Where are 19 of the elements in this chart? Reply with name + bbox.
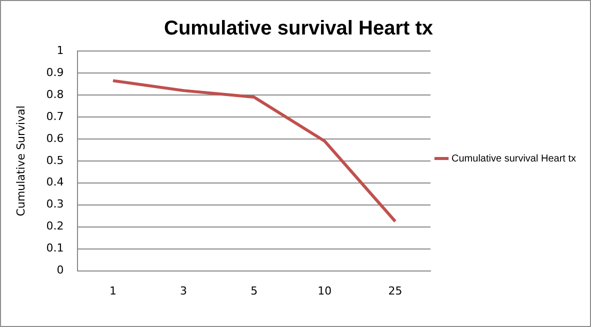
y-tick-label: 0.7 — [46, 110, 64, 123]
x-tick-label: 10 — [318, 284, 332, 298]
y-tick-label: 0.6 — [46, 132, 64, 145]
chart-title: Cumulative survival Heart tx — [164, 18, 433, 40]
x-tick-label: 1 — [109, 284, 116, 298]
y-tick-label: 0.1 — [46, 242, 64, 255]
y-tick-label: 0.5 — [46, 154, 64, 167]
y-tick-label: 1 — [56, 44, 64, 57]
x-tick-label: 25 — [388, 284, 402, 298]
y-tick-label: 0.2 — [46, 220, 64, 233]
y-tick-label: 0.9 — [46, 66, 64, 79]
x-tick-label: 3 — [180, 284, 188, 298]
legend-label: Cumulative survival Heart tx — [452, 153, 576, 164]
y-tick-label: 0.8 — [46, 88, 64, 101]
y-tick-label: 0.4 — [46, 176, 64, 189]
y-tick-label: 0 — [56, 264, 64, 277]
y-tick-label: 0.3 — [46, 198, 64, 211]
y-axis-title: Cumulative Survival — [14, 106, 28, 216]
x-tick-label: 5 — [250, 284, 258, 298]
